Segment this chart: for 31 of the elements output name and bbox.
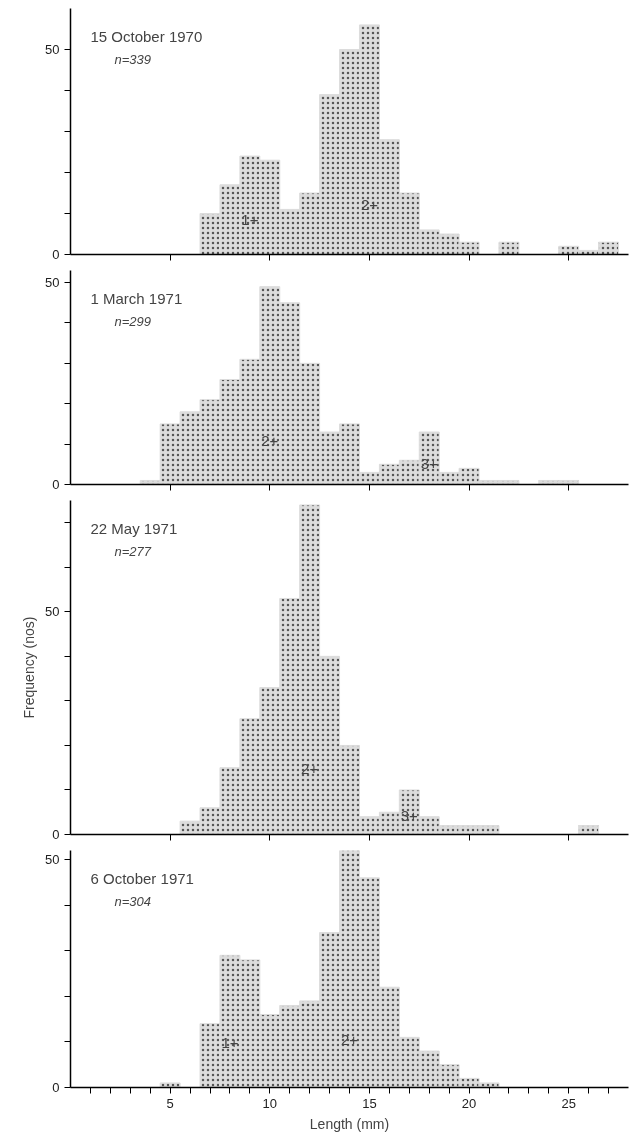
y-tick-label: 0: [52, 477, 60, 492]
y-tick-label: 50: [45, 852, 60, 868]
x-tick-label: 10: [262, 1095, 278, 1111]
text: n=339: [114, 51, 152, 67]
y-tick-label: 50: [45, 275, 60, 291]
annotation: 2+: [301, 760, 319, 778]
y-tick-label: 50: [45, 42, 60, 57]
x-tick-label: 15: [362, 1095, 377, 1111]
text: 1 March 1971: [90, 289, 183, 307]
annotation: 1+: [221, 1033, 239, 1051]
y-tick-label: 50: [45, 604, 60, 620]
text: n=299: [114, 313, 152, 329]
text: 6 October 1971: [90, 869, 194, 887]
y-tick-label: 0: [52, 1080, 60, 1095]
y-tick-label: 0: [52, 247, 60, 262]
text: 15 October 1970: [90, 27, 203, 45]
x-tick-label: 25: [561, 1095, 576, 1111]
annotation: 2+: [360, 196, 379, 214]
annotation: 2+: [340, 1030, 359, 1048]
annotation: 3+: [400, 807, 419, 825]
annotation: 3+: [420, 454, 439, 472]
annotation: 2+: [261, 431, 279, 449]
annotation: 1+: [241, 210, 259, 228]
x-tick-label: 5: [166, 1095, 174, 1111]
y-axis-title: Frequency (nos): [21, 616, 38, 719]
text: n=277: [114, 543, 152, 559]
y-tick-label: 0: [52, 827, 60, 842]
x-tick-label: 20: [461, 1095, 477, 1111]
text: 22 May 1971: [90, 519, 178, 537]
x-axis-title: Length (mm): [309, 1115, 390, 1132]
text: n=304: [114, 893, 152, 909]
